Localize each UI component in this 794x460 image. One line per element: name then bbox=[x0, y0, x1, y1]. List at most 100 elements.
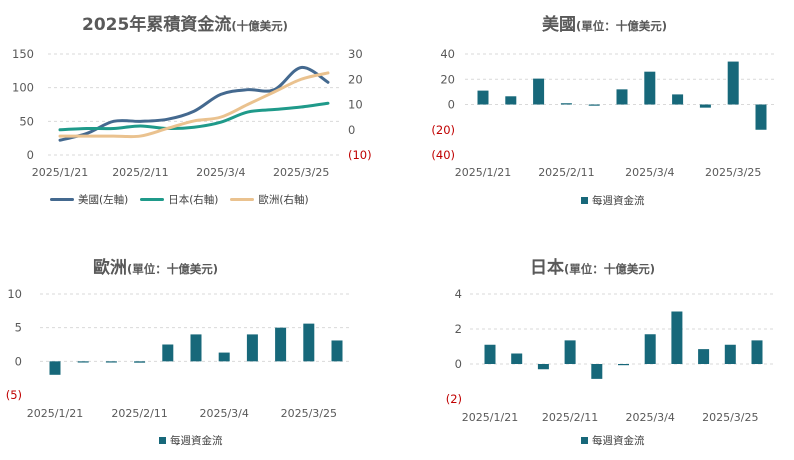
bar bbox=[533, 78, 545, 105]
bar bbox=[484, 344, 496, 364]
bar bbox=[162, 344, 174, 362]
y-axis-tick-label: (5) bbox=[6, 388, 22, 402]
europe-weekly-panel: 歐洲(單位：十億美元) 10 5 0 (5) 2025/1/21 2025/2/11 202… bbox=[0, 230, 397, 460]
bar bbox=[505, 96, 517, 105]
japan-legend: 每週資金流 bbox=[581, 433, 657, 448]
x-axis-tick-label: 2025/3/25 bbox=[702, 411, 758, 424]
left-axis-tick-label: 150 bbox=[12, 47, 34, 61]
legend-swatch-weekly-flow bbox=[159, 437, 166, 444]
bar bbox=[755, 104, 767, 130]
series-line-japan bbox=[58, 101, 330, 132]
y-axis-tick-label: 5 bbox=[15, 321, 22, 335]
left-axis-tick-label: 50 bbox=[19, 114, 34, 128]
europe-chart-title: 歐洲(單位：十億美元) bbox=[93, 258, 219, 278]
legend-swatch-weekly-flow bbox=[581, 437, 588, 444]
us-chart-title: 美國(單位：十億美元) bbox=[542, 15, 668, 35]
y-axis-tick-label: 10 bbox=[7, 287, 22, 301]
legend-swatch-us bbox=[50, 198, 74, 201]
bar bbox=[616, 89, 628, 105]
legend-item-japan: 日本(右軸) bbox=[140, 192, 218, 207]
left-axis-tick-label: 100 bbox=[12, 81, 34, 95]
right-axis-tick-label: 20 bbox=[348, 72, 363, 86]
x-axis-tick-label: 2025/3/4 bbox=[199, 407, 248, 420]
bar bbox=[698, 349, 710, 364]
right-axis-tick-label: (10) bbox=[348, 148, 372, 162]
bar bbox=[105, 361, 117, 363]
bar bbox=[751, 340, 763, 364]
bar bbox=[511, 353, 523, 364]
japan-chart-title: 日本(單位：十億美元) bbox=[530, 258, 656, 278]
legend-swatch-europe bbox=[230, 198, 255, 201]
series-line-us bbox=[58, 65, 330, 142]
y-axis-tick-label: 0 bbox=[15, 354, 22, 368]
series-line-europe bbox=[58, 71, 330, 139]
bar bbox=[218, 352, 230, 362]
legend-item-weekly-flow: 每週資金流 bbox=[159, 433, 223, 448]
bar bbox=[727, 61, 739, 105]
y-axis-tick-label: 4 bbox=[455, 287, 462, 301]
y-axis-tick-label: 0 bbox=[448, 98, 455, 112]
x-axis-tick-label: 2025/1/21 bbox=[462, 411, 518, 424]
x-axis-tick-label: 2025/2/11 bbox=[111, 407, 167, 420]
bar bbox=[644, 71, 656, 105]
us-legend: 每週資金流 bbox=[581, 193, 657, 208]
x-axis-tick-label: 2025/1/21 bbox=[27, 407, 83, 420]
y-axis-tick-label: 40 bbox=[440, 47, 455, 61]
japan-weekly-panel: 日本(單位：十億美元) 4 2 0 (2) 2025/1/21 2025/2/11 2025… bbox=[397, 230, 794, 460]
cumulative-chart-title: 2025年累積資金流(十億美元) bbox=[82, 15, 288, 35]
y-axis-tick-label: 20 bbox=[440, 72, 455, 86]
x-axis-tick-label: 2025/3/4 bbox=[625, 411, 674, 424]
y-axis-tick-label: (40) bbox=[431, 148, 455, 162]
bar bbox=[190, 334, 202, 362]
x-axis-tick-label: 2025/3/4 bbox=[625, 166, 674, 179]
y-axis-tick-label: 2 bbox=[455, 322, 462, 336]
x-axis-tick-label: 2025/1/21 bbox=[32, 166, 88, 179]
x-axis-tick-label: 2025/3/25 bbox=[273, 166, 329, 179]
x-axis-tick-label: 2025/2/11 bbox=[538, 166, 594, 179]
bar bbox=[644, 334, 656, 364]
x-axis-tick-label: 2025/1/21 bbox=[455, 166, 511, 179]
cumulative-flow-panel: 2025年累積資金流(十億美元) 150 100 50 0 30 20 10 0 (10) 202… bbox=[0, 0, 397, 225]
bar bbox=[588, 104, 600, 106]
x-axis-tick-label: 2025/3/25 bbox=[281, 407, 337, 420]
y-axis-tick-label: 0 bbox=[455, 357, 462, 371]
right-axis-tick-label: 0 bbox=[348, 123, 355, 137]
x-axis-tick-label: 2025/3/4 bbox=[196, 166, 245, 179]
x-axis-tick-label: 2025/3/25 bbox=[705, 166, 761, 179]
legend-item-weekly-flow: 每週資金流 bbox=[581, 433, 645, 448]
bar bbox=[591, 364, 603, 379]
europe-legend: 每週資金流 bbox=[159, 433, 235, 448]
x-axis-tick-label: 2025/2/11 bbox=[112, 166, 168, 179]
right-axis-tick-label: 30 bbox=[348, 47, 363, 61]
bar bbox=[134, 361, 146, 363]
bar bbox=[77, 361, 89, 363]
bar bbox=[49, 361, 61, 375]
bar bbox=[672, 94, 684, 105]
legend-swatch-japan bbox=[140, 198, 165, 201]
bar bbox=[724, 344, 736, 364]
us-weekly-bar-chart: 40 20 0 (20) (40)2025/1/21 2025/2/11 2025/3/4 2… bbox=[431, 47, 775, 179]
y-axis-tick-label: (20) bbox=[431, 123, 455, 137]
japan-weekly-bar-chart: 4 2 0 (2)2025/1/21 2025/2/11 2025/3/4 2025/3/2… bbox=[446, 287, 773, 424]
us-weekly-panel: 美國(單位：十億美元) 40 20 0 (20) (40) 2025/1/21 2025/2… bbox=[397, 0, 794, 225]
bar bbox=[671, 311, 683, 364]
bar bbox=[331, 340, 343, 362]
right-axis-tick-label: 10 bbox=[348, 98, 363, 112]
left-axis-tick-label: 0 bbox=[27, 148, 34, 162]
bar bbox=[537, 364, 549, 370]
bar bbox=[699, 104, 711, 108]
x-axis-tick-label: 2025/2/11 bbox=[542, 411, 598, 424]
y-axis-tick-label: (2) bbox=[446, 392, 462, 406]
legend-item-europe: 歐洲(右軸) bbox=[230, 192, 309, 207]
bar bbox=[560, 103, 572, 105]
bar bbox=[477, 90, 489, 105]
bar bbox=[303, 323, 315, 362]
legend-item-weekly-flow: 每週資金流 bbox=[581, 193, 645, 208]
europe-weekly-bar-chart: 10 5 0 (5) 2025/1/21 2025/2/11 2025/3/4 2025/3/… bbox=[6, 287, 350, 420]
bar bbox=[246, 334, 258, 362]
bar bbox=[275, 327, 287, 362]
legend-swatch-weekly-flow bbox=[581, 197, 588, 204]
bar bbox=[564, 340, 576, 364]
cumulative-legend: 美國(左軸) 日本(右軸) 歐洲(右軸) bbox=[50, 192, 321, 207]
